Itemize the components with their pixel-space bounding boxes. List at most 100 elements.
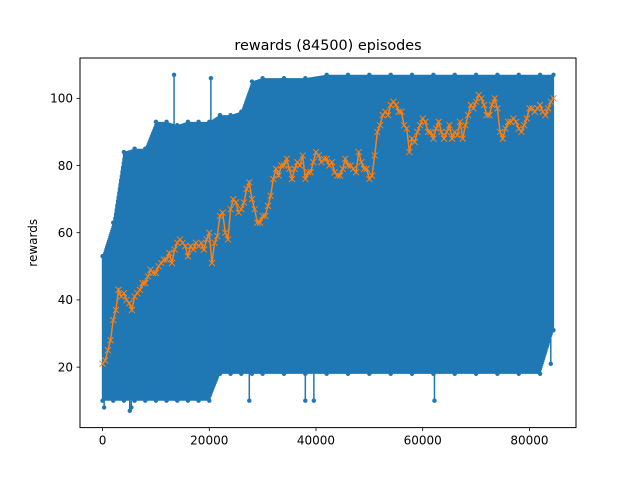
average-point [301,175,309,183]
raw-max-point [185,119,191,125]
raw-max-point [121,149,127,155]
raw-min-point [121,398,127,403]
average-point [470,105,477,112]
average-point [336,172,344,179]
average-point [109,316,117,324]
y-tick-label: 80 [58,159,73,173]
average-point [296,162,304,169]
raw-max-point [537,72,543,78]
average-point [248,195,256,203]
average-point [374,128,381,136]
average-point [376,121,384,129]
average-point [144,273,152,280]
average-point [496,128,504,136]
average-point [491,94,499,102]
average-point [275,172,282,179]
raw-max-point [228,112,233,118]
average-point [459,135,467,142]
raw-min-point [324,371,329,377]
average-point [392,101,400,109]
raw-min-point [175,398,180,403]
raw-max-point [217,112,223,118]
average-point [328,158,336,166]
average-point [307,168,315,176]
raw-max-point [388,72,393,78]
average-point [550,94,557,102]
average-point [432,125,440,132]
average-point [285,165,293,173]
average-point [280,162,288,169]
raw-min-point [249,371,255,377]
average-point [502,125,509,132]
average-point [355,148,363,156]
raw-min-point [345,371,351,377]
average-point [360,165,368,173]
average-point [512,118,520,126]
y-axis: 20 40 60 80 100 [50,92,80,374]
average-point [422,118,429,126]
average-point [277,162,285,169]
average-point [462,121,469,129]
raw-outlier-point [432,398,437,403]
x-tick-label: 20000 [190,434,228,448]
raw-min-point [473,371,479,377]
raw-min-point [207,398,212,403]
raw-max-point [409,72,415,78]
average-point [237,205,245,213]
average-point [208,259,216,267]
average-point [384,111,392,119]
average-point [149,269,157,277]
average-point [267,192,274,200]
average-point [341,155,349,163]
raw-min-point [132,398,137,403]
raw-max-point [153,119,159,125]
average-point [448,135,456,142]
average-point [518,128,525,136]
average-point [443,128,451,136]
average-point [261,212,269,220]
raw-min-point [153,398,159,403]
average-point [136,286,144,294]
y-axis-label: rewards [26,219,40,267]
average-point [227,205,234,213]
average-point [141,279,149,287]
average-point [483,111,491,119]
average-point [253,219,261,226]
average-point [160,256,168,263]
raw-min-point [143,398,148,403]
raw-min-point [551,327,556,333]
average-point [299,152,307,159]
average-point [107,336,114,344]
average-point [357,158,365,166]
y-tick-label: 20 [58,360,73,374]
raw-outlier-point [127,408,132,413]
average-point [112,306,120,314]
average-point [251,205,258,213]
average-point [288,175,296,183]
average-point [200,246,208,253]
raw-min-point [388,371,393,377]
average-point [526,105,533,112]
average-point [168,259,176,267]
average-point [283,155,290,163]
average-point [189,246,197,253]
average-point [435,118,443,126]
average-point [224,236,232,243]
average-point [232,199,240,206]
x-tick-label: 60000 [404,434,442,448]
average-point [304,168,312,176]
average-point [245,178,253,186]
average-point [269,175,277,183]
raw-min-point [409,371,415,377]
average-point [120,289,128,297]
raw-outlier-point [311,398,317,403]
raw-max-point [516,72,521,78]
average-point [488,101,496,109]
x-tick-label: 0 [99,434,107,448]
average-point [203,236,210,243]
average-point [243,185,250,193]
average-point [464,111,472,119]
average-point [256,219,264,226]
plot-area [99,72,557,413]
raw-outlier-point [129,405,134,410]
